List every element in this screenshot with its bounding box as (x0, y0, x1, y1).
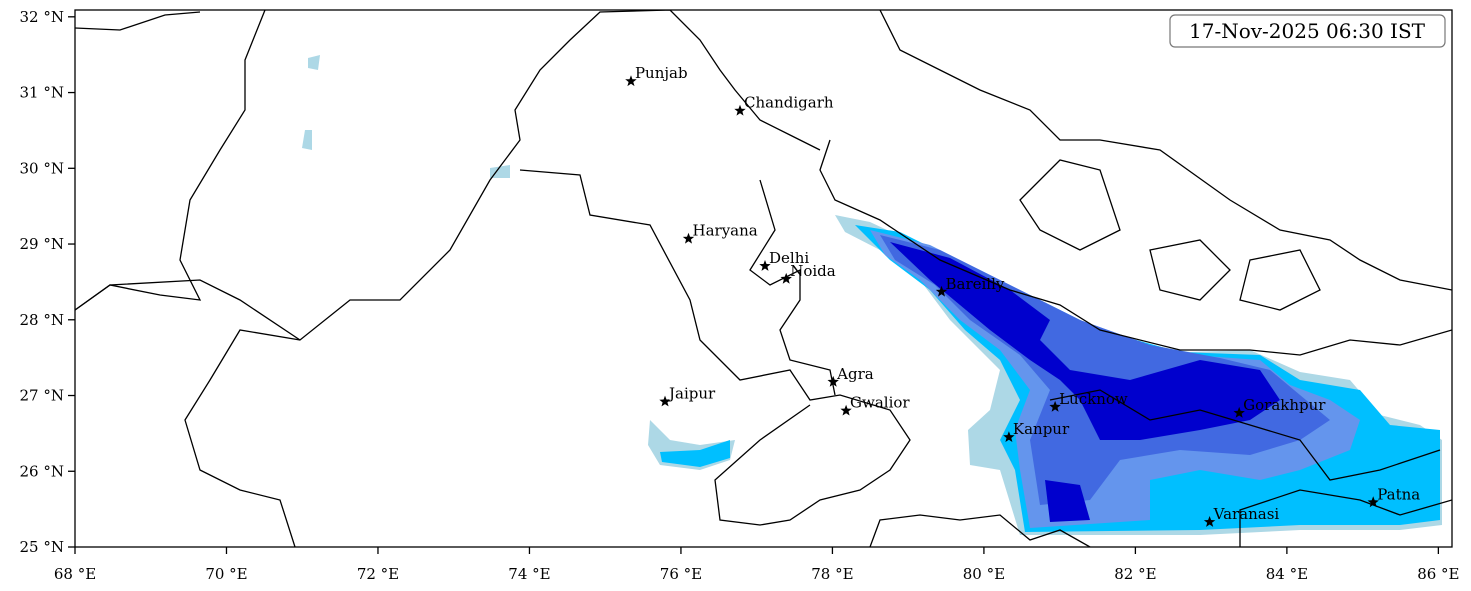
city-marker (625, 75, 637, 87)
x-tick-label: 86 °E (1417, 565, 1459, 583)
y-tick-label: 28 °N (20, 311, 64, 329)
y-tick-label: 32 °N (20, 8, 64, 26)
map-frame (74, 9, 1453, 548)
borders (75, 10, 1452, 547)
city-label: Haryana (693, 222, 758, 240)
city-label: Jaipur (667, 385, 716, 403)
city-label: Varanasi (1213, 505, 1280, 523)
city-marker (935, 285, 948, 297)
city-marker (759, 260, 771, 271)
city-marker (1003, 431, 1015, 442)
title-box (1169, 14, 1446, 48)
x-tick-label: 74 °E (508, 565, 550, 583)
city-label: Patna (1377, 485, 1420, 503)
y-tick-label: 27 °N (20, 387, 64, 405)
y-tick-label: 31 °N (20, 84, 64, 102)
city-marker (1203, 516, 1216, 527)
city-label: Chandigarh (744, 94, 834, 112)
city-marker (827, 375, 839, 387)
city-label: Noida (790, 262, 836, 280)
x-tick-label: 70 °E (205, 565, 247, 583)
city-label: Delhi (769, 249, 809, 267)
city-label: Punjab (635, 64, 688, 82)
city-marker (780, 272, 792, 284)
city-marker (840, 404, 852, 416)
x-tick-label: 78 °E (811, 565, 853, 583)
city-marker (682, 232, 695, 244)
y-tick-label: 29 °N (20, 235, 64, 253)
x-tick-label: 76 °E (660, 565, 702, 583)
city-label: Lucknow (1059, 390, 1128, 408)
x-tick-label: 80 °E (963, 565, 1005, 583)
city-marker (1233, 406, 1245, 418)
x-tick-label: 68 °E (54, 565, 96, 583)
city-label: Gwalior (850, 394, 910, 412)
y-tick-label: 25 °N (20, 538, 64, 556)
city-marker (1049, 400, 1061, 412)
fog-layer (302, 55, 1442, 535)
city-marker (734, 104, 746, 116)
x-tick-label: 72 °E (357, 565, 399, 583)
x-tick-label: 84 °E (1266, 565, 1308, 583)
city-marker (1367, 496, 1379, 508)
city-label: Gorakhpur (1243, 396, 1326, 414)
city-label: Bareilly (945, 275, 1004, 293)
y-tick-label: 30 °N (20, 159, 64, 177)
y-tick-label: 26 °N (20, 462, 64, 480)
x-tick-label: 82 °E (1114, 565, 1156, 583)
title: 17-Nov-2025 06:30 IST (1189, 19, 1426, 43)
city-label: Agra (836, 365, 874, 383)
city-marker (659, 395, 671, 407)
city-label: Kanpur (1013, 420, 1070, 438)
